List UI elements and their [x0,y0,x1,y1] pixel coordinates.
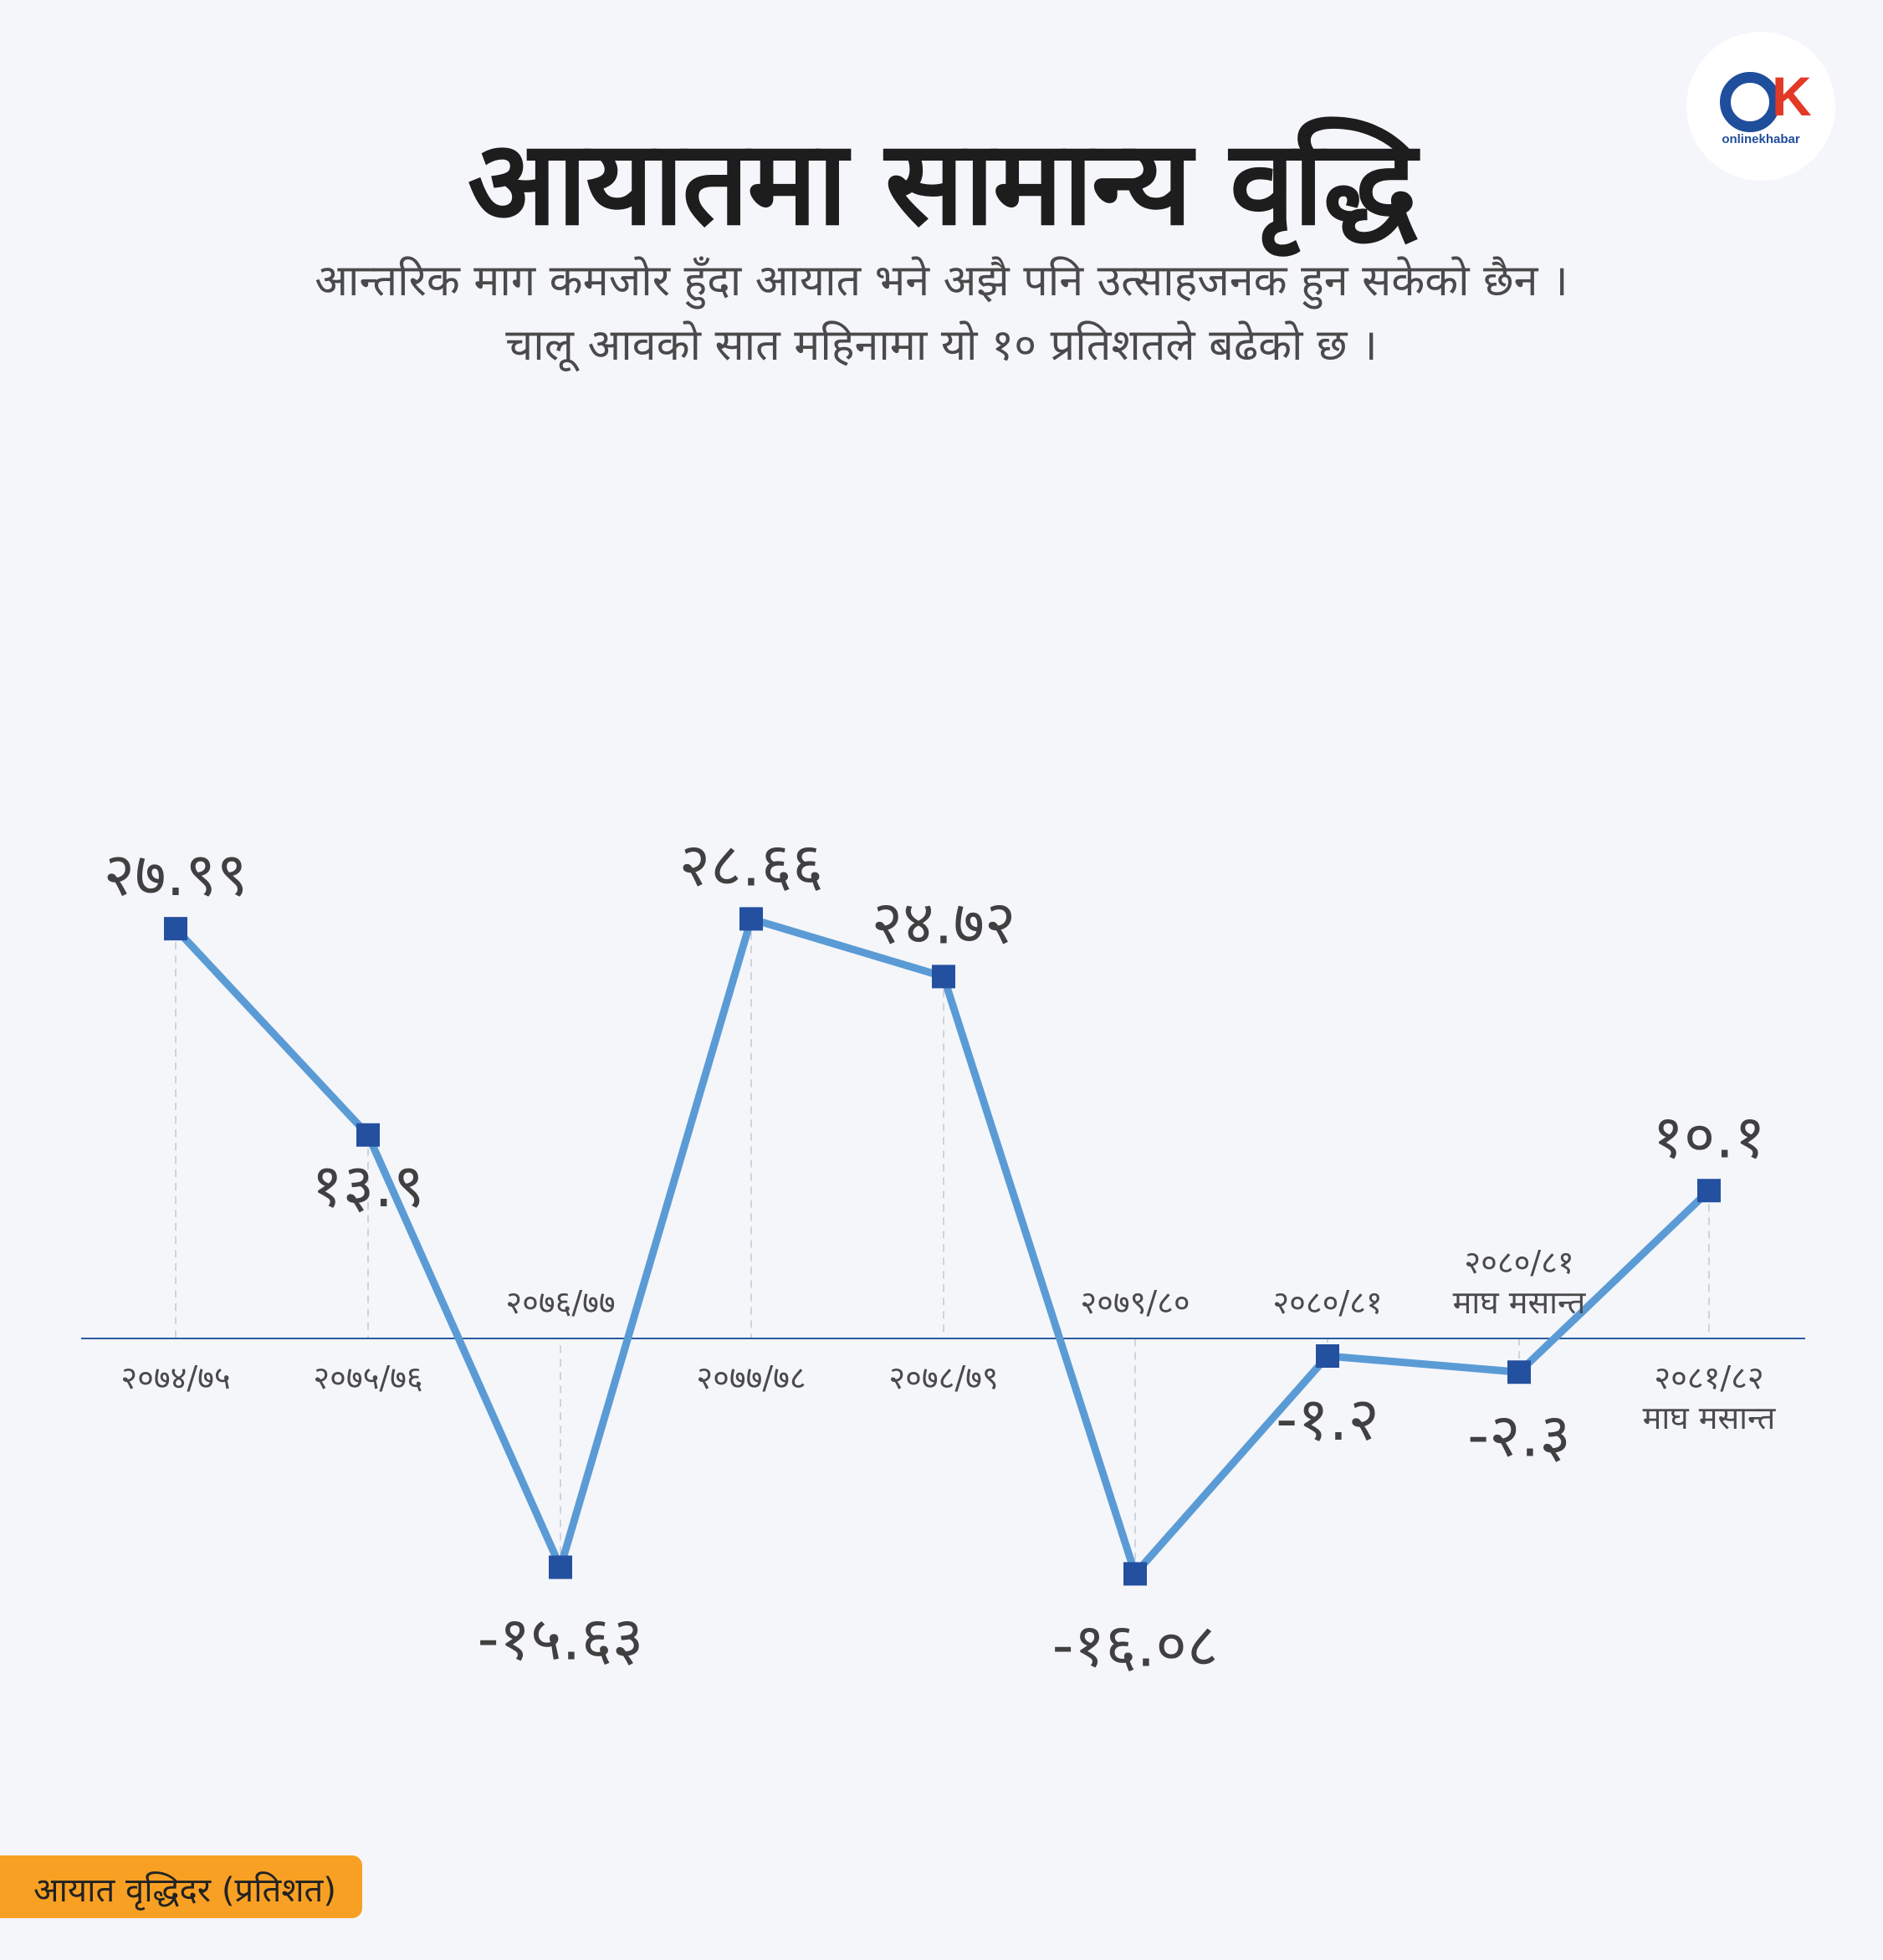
category-label-8-line-1: २०८०/८१ [1464,1244,1573,1281]
onlinekhabar-logo: K onlinekhabar [1686,32,1835,181]
data-point-9 [1697,1179,1721,1203]
category-labels: २०७४/७५ २०७५/७६ २०७६/७७ २०७७/७८ २०७८/७९ २०७९/… [120,1244,1776,1436]
category-label-4: २०७७/७८ [696,1359,806,1396]
data-point-8 [1507,1360,1531,1384]
category-label-9-line-2: माघ मसान्त [1643,1400,1777,1436]
value-label-5: २४.७२ [872,887,1016,957]
data-point-5 [932,965,955,989]
category-label-3: २०७६/७७ [505,1284,615,1321]
data-point-7 [1316,1344,1339,1368]
category-label-6: २०७९/८० [1080,1284,1190,1321]
value-label-3: -१५.६३ [478,1604,644,1674]
legend-badge: आयात वृद्धिदर (प्रतिशत) [0,1855,362,1918]
gridlines [175,919,1710,1574]
chart-title: आयातमा सामान्य वृद्धि [467,115,1417,252]
category-label-9-line-1: २०८१/८२ [1654,1359,1763,1396]
data-point-3 [549,1555,572,1579]
value-label-7: -१.२ [1276,1384,1379,1454]
data-point-1 [164,917,187,941]
data-point-2 [356,1123,380,1147]
data-labels: २७.९९ १३.९ -१५.६३ २८.६६ २४.७२ -१६.०८ -१.२ -२.३ १… [104,829,1766,1680]
value-label-6: -१६.०८ [1052,1609,1219,1680]
subtitle-line-1: आन्तरिक माग कमजोर हुँदा आयात भने अझै पनि… [315,256,1568,306]
legend-label: आयात वृद्धिदर (प्रतिशत) [33,1871,336,1910]
logo-wordmark: onlinekhabar [1722,132,1800,146]
data-point-6 [1123,1562,1147,1586]
category-label-1: २०७४/७५ [120,1359,230,1396]
value-label-8: -२.३ [1467,1400,1571,1470]
value-label-2: १३.९ [311,1150,424,1221]
category-label-8-line-2: माघ मसान्त [1453,1284,1587,1321]
data-markers [164,907,1721,1586]
category-label-5: २०७८/७९ [888,1359,998,1396]
value-label-9: १०.१ [1652,1101,1765,1171]
category-label-2: २०७५/७६ [313,1359,422,1396]
data-point-4 [739,907,763,931]
value-label-1: २७.९९ [104,839,248,909]
subtitle-line-2: चालू आवको सात महिनामा यो १० प्रतिशतले बढ… [505,320,1378,371]
value-label-4: २८.६६ [679,829,824,899]
logo-k-mark: K [1772,65,1812,127]
category-label-7: २०८०/८१ [1272,1284,1382,1321]
